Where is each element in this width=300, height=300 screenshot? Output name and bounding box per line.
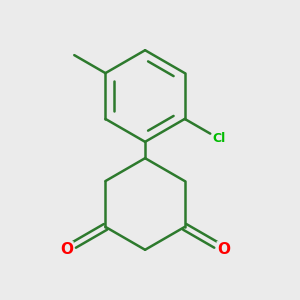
Text: Cl: Cl (213, 133, 226, 146)
Text: O: O (60, 242, 73, 257)
Text: O: O (217, 242, 230, 257)
